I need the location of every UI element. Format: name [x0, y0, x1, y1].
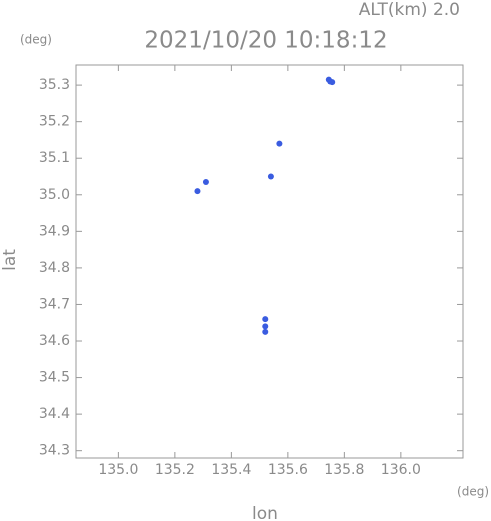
- y-tick-label: 34.9: [39, 223, 70, 239]
- x-tick-label: 135.0: [98, 462, 138, 478]
- x-tick-label: 135.2: [155, 462, 195, 478]
- point: [329, 79, 336, 86]
- y-tick-label: 34.8: [39, 260, 70, 276]
- point: [194, 188, 201, 195]
- y-axis-label: lat: [0, 249, 20, 271]
- y-tick-label: 35.0: [39, 187, 70, 203]
- point: [262, 316, 269, 323]
- point: [202, 178, 209, 185]
- altitude-label: ALT(km) 2.0: [359, 0, 460, 20]
- y-tick-label: 34.3: [39, 443, 70, 459]
- y-tick-label: 35.3: [39, 77, 70, 93]
- x-tick-label: 135.8: [324, 462, 364, 478]
- point: [262, 323, 269, 330]
- point: [262, 328, 269, 335]
- point: [267, 173, 274, 180]
- chart-title: 2021/10/20 10:18:12: [144, 28, 387, 54]
- y-tick-label: 34.7: [39, 296, 70, 312]
- y-tick-label: 34.6: [39, 333, 70, 349]
- y-tick-label: 35.2: [39, 114, 70, 130]
- x-tick-label: 135.6: [268, 462, 308, 478]
- y-tick-label: 34.5: [39, 370, 70, 386]
- plot-frame: [75, 64, 464, 459]
- y-tick-label: 34.4: [39, 406, 70, 422]
- x-axis-label: lon: [252, 504, 278, 521]
- x-unit: (deg): [457, 485, 489, 499]
- y-tick-label: 35.1: [39, 150, 70, 166]
- x-tick-label: 135.4: [211, 462, 251, 478]
- y-unit: (deg): [20, 33, 52, 47]
- point: [276, 140, 283, 147]
- x-tick-label: 136.0: [381, 462, 421, 478]
